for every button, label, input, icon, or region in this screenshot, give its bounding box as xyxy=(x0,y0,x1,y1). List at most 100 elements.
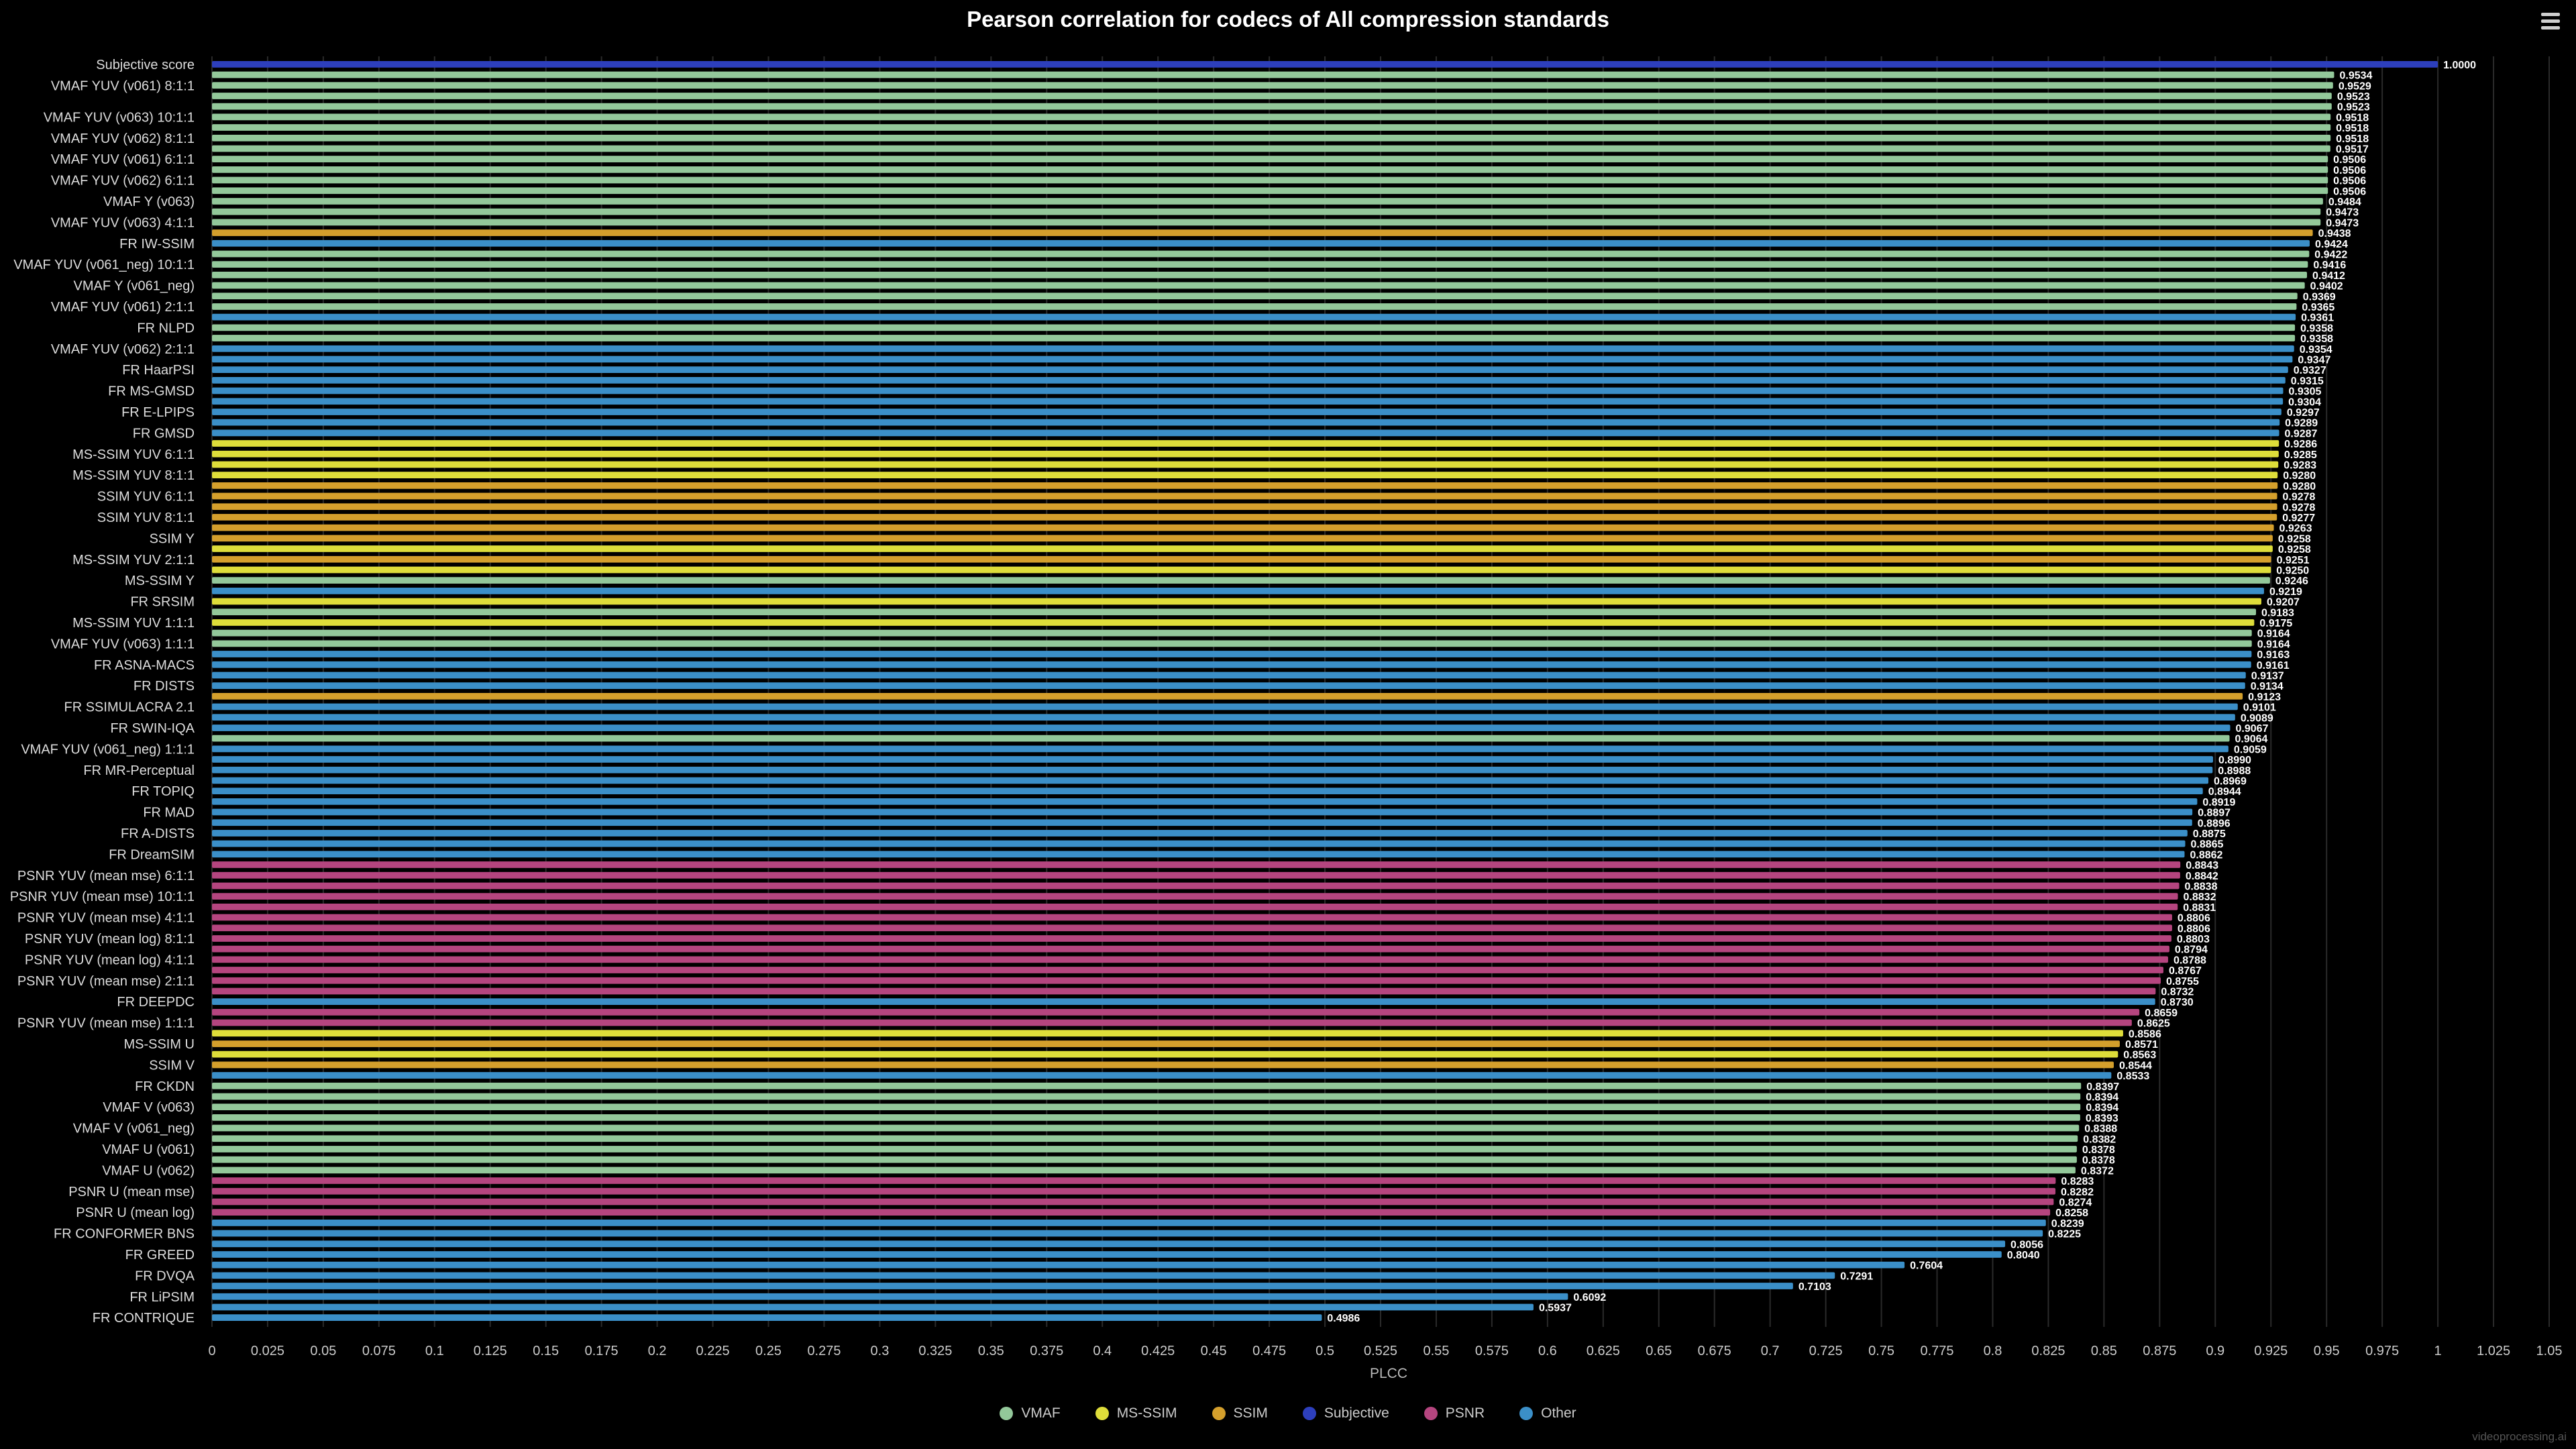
bar[interactable] xyxy=(212,1251,2002,1258)
bar[interactable] xyxy=(212,492,2277,500)
bar[interactable] xyxy=(212,282,2305,289)
bar[interactable] xyxy=(212,229,2313,236)
bar[interactable] xyxy=(212,450,2279,458)
legend-item-vmaf[interactable]: VMAF xyxy=(1000,1405,1061,1421)
bar[interactable] xyxy=(212,672,2246,679)
bar[interactable] xyxy=(212,514,2277,521)
bar[interactable] xyxy=(212,1272,1835,1279)
bar[interactable] xyxy=(212,1093,2081,1100)
bar[interactable] xyxy=(212,756,2213,763)
bar[interactable] xyxy=(212,1104,2081,1111)
bar[interactable] xyxy=(212,777,2208,784)
bar[interactable] xyxy=(212,1261,1905,1269)
bar[interactable] xyxy=(212,1124,2080,1132)
bar[interactable] xyxy=(212,871,2180,879)
bar[interactable] xyxy=(212,1314,1322,1322)
bar[interactable] xyxy=(212,1187,2056,1195)
bar[interactable] xyxy=(212,956,2168,963)
bar[interactable] xyxy=(212,840,2186,847)
bar[interactable] xyxy=(212,166,2328,173)
bar[interactable] xyxy=(212,629,2252,637)
bar[interactable] xyxy=(212,239,2310,247)
bar[interactable] xyxy=(212,1209,2051,1216)
bar[interactable] xyxy=(212,419,2280,426)
bar[interactable] xyxy=(212,692,2243,700)
legend-item-subjective[interactable]: Subjective xyxy=(1302,1405,1389,1421)
bar[interactable] xyxy=(212,661,2251,668)
bar[interactable] xyxy=(212,745,2229,753)
bar[interactable] xyxy=(212,176,2328,184)
bar[interactable] xyxy=(212,113,2331,121)
bar[interactable] xyxy=(212,977,2161,984)
bar[interactable] xyxy=(212,208,2321,215)
bar[interactable] xyxy=(212,566,2271,574)
bar[interactable] xyxy=(212,1303,1534,1311)
bar[interactable] xyxy=(212,987,2156,995)
bar[interactable] xyxy=(212,577,2270,584)
bar[interactable] xyxy=(212,409,2282,415)
bar[interactable] xyxy=(212,808,2193,816)
bar[interactable] xyxy=(212,145,2330,152)
bar[interactable] xyxy=(212,292,2298,300)
bar[interactable] xyxy=(212,535,2273,542)
bar[interactable] xyxy=(212,1156,2077,1163)
bar[interactable] xyxy=(212,324,2296,331)
bar[interactable] xyxy=(212,1198,2054,1205)
bar[interactable] xyxy=(212,503,2277,511)
bar[interactable] xyxy=(212,1293,1568,1300)
bar[interactable] xyxy=(212,261,2308,268)
bar[interactable] xyxy=(212,682,2245,690)
bar[interactable] xyxy=(212,356,2293,363)
bar[interactable] xyxy=(212,861,2181,868)
bar[interactable] xyxy=(212,461,2279,468)
bar[interactable] xyxy=(212,830,2188,837)
bar[interactable] xyxy=(212,714,2235,721)
bar[interactable] xyxy=(212,1146,2077,1152)
bar[interactable] xyxy=(212,619,2255,626)
bar[interactable] xyxy=(212,429,2279,437)
bar[interactable] xyxy=(212,735,2230,742)
bar[interactable] xyxy=(212,398,2284,405)
bar[interactable] xyxy=(212,545,2273,552)
bar[interactable] xyxy=(212,1072,2112,1079)
bar[interactable] xyxy=(212,1030,2123,1037)
legend-item-psnr[interactable]: PSNR xyxy=(1424,1405,1485,1421)
bar[interactable] xyxy=(212,271,2307,278)
bar[interactable] xyxy=(212,93,2332,99)
bar[interactable] xyxy=(212,524,2274,531)
bar[interactable] xyxy=(212,156,2328,163)
bar[interactable] xyxy=(212,1177,2056,1184)
bar[interactable] xyxy=(212,440,2279,447)
legend-item-other[interactable]: Other xyxy=(1519,1405,1576,1421)
bar[interactable] xyxy=(212,651,2252,657)
bar[interactable] xyxy=(212,766,2213,773)
bar[interactable] xyxy=(212,967,2163,973)
bar[interactable] xyxy=(212,1008,2140,1016)
bar[interactable] xyxy=(212,587,2264,594)
bar[interactable] xyxy=(212,903,2178,910)
bar[interactable] xyxy=(212,998,2155,1006)
bar[interactable] xyxy=(212,882,2180,890)
bar[interactable] xyxy=(212,1040,2120,1047)
bar[interactable] xyxy=(212,555,2271,563)
bar[interactable] xyxy=(212,472,2278,479)
bar[interactable] xyxy=(212,187,2328,195)
bar[interactable] xyxy=(212,303,2297,310)
bar[interactable] xyxy=(212,788,2203,795)
bar[interactable] xyxy=(212,366,2288,374)
bar[interactable] xyxy=(212,345,2294,352)
bar[interactable] xyxy=(212,482,2278,489)
bar[interactable] xyxy=(212,1167,2076,1174)
bar[interactable] xyxy=(212,851,2185,858)
bar[interactable] xyxy=(212,914,2172,921)
legend-item-ms-ssim[interactable]: MS-SSIM xyxy=(1095,1405,1177,1421)
bar[interactable] xyxy=(212,893,2178,900)
bar[interactable] xyxy=(212,1230,2043,1237)
bar[interactable] xyxy=(212,703,2238,710)
bar[interactable] xyxy=(212,924,2172,932)
bar[interactable] xyxy=(212,598,2261,605)
bar[interactable] xyxy=(212,608,2257,616)
bar[interactable] xyxy=(212,71,2334,78)
bar[interactable] xyxy=(212,60,2438,68)
bar[interactable] xyxy=(212,198,2323,205)
